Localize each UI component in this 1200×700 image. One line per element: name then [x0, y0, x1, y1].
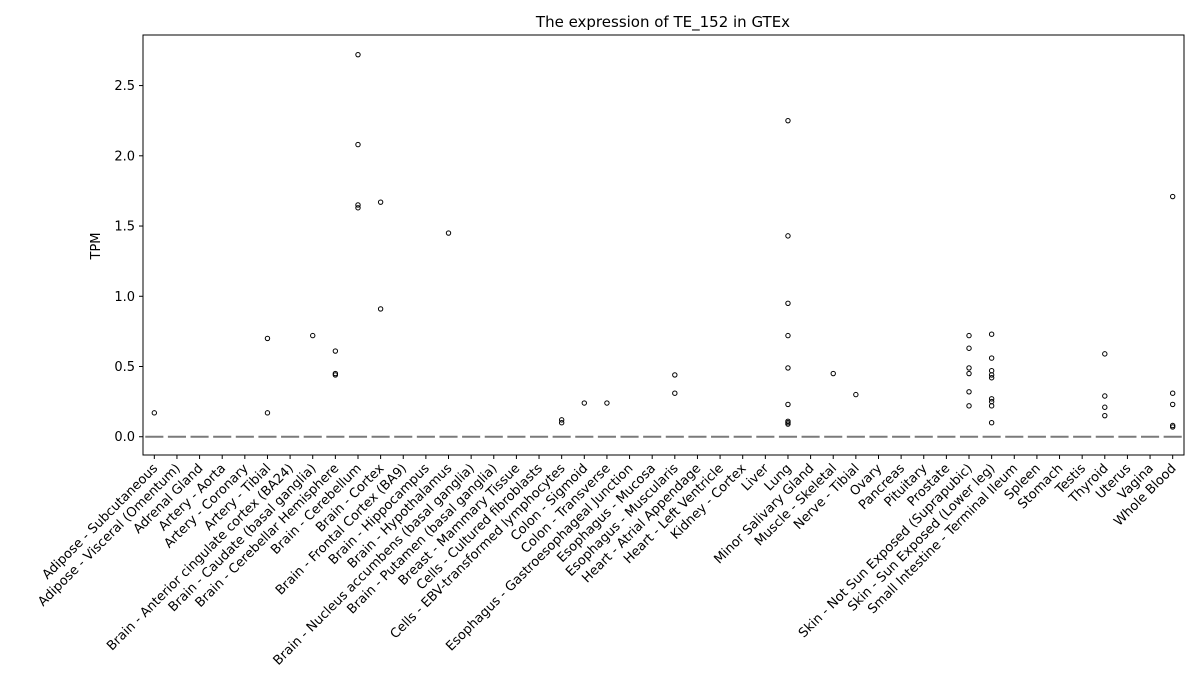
outlier-point — [1102, 404, 1108, 410]
outlier-point — [581, 400, 587, 406]
outlier-point — [785, 117, 791, 124]
outlier-point — [988, 396, 995, 402]
outlier-point — [604, 400, 610, 406]
outlier-point — [377, 199, 384, 205]
outlier-point — [672, 390, 678, 396]
outlier-point — [310, 332, 316, 339]
outlier-point — [966, 389, 972, 395]
y-tick-label: 0.0 — [114, 430, 135, 445]
outlier-point — [445, 230, 452, 236]
outlier-point — [966, 403, 972, 409]
outlier-point — [332, 348, 339, 354]
outlier-point — [988, 331, 995, 337]
outlier-point — [785, 401, 791, 408]
outlier-point — [1102, 393, 1108, 399]
plot-frame — [142, 34, 1185, 456]
outlier-point — [830, 370, 836, 377]
outlier-point — [558, 419, 565, 426]
y-tick-label: 1.0 — [114, 290, 135, 305]
outlier-point — [1102, 351, 1108, 357]
outlier-point — [785, 365, 791, 371]
outlier-point — [988, 372, 995, 378]
outlier-point — [966, 345, 972, 351]
outlier-point — [988, 375, 995, 381]
outlier-point — [1169, 390, 1176, 396]
outlier-point — [785, 332, 791, 339]
y-tick-label: 1.5 — [114, 220, 135, 235]
outlier-point — [785, 421, 791, 427]
y-tick-label: 2.0 — [114, 149, 135, 164]
chart-title: The expression of TE_152 in GTEx — [535, 13, 790, 32]
outlier-point — [988, 403, 995, 409]
outlier-point — [785, 233, 791, 239]
outlier-point — [966, 332, 972, 339]
outlier-point — [1169, 424, 1176, 430]
y-tick-label: 2.5 — [114, 79, 135, 94]
outlier-point — [377, 306, 384, 312]
outlier-point — [355, 51, 361, 58]
y-tick-label: 0.5 — [114, 360, 135, 375]
y-axis-label: TPM — [89, 233, 104, 261]
outlier-point — [853, 391, 859, 398]
outlier-point — [1169, 401, 1176, 408]
outlier-point — [264, 335, 271, 342]
outlier-point — [1102, 412, 1108, 419]
outlier-point — [558, 417, 565, 423]
outlier-point — [151, 410, 158, 416]
outlier-point — [355, 205, 361, 211]
outlier-point — [264, 410, 271, 416]
outlier-point — [1169, 193, 1176, 200]
outlier-point — [988, 355, 995, 361]
outlier-point — [355, 141, 361, 148]
outlier-point — [785, 300, 791, 306]
outlier-point — [988, 419, 995, 426]
outlier-point — [672, 372, 678, 378]
outlier-point — [966, 370, 972, 377]
outlier-point — [332, 372, 339, 378]
outlier-point — [966, 365, 972, 371]
outlier-point — [355, 202, 361, 208]
